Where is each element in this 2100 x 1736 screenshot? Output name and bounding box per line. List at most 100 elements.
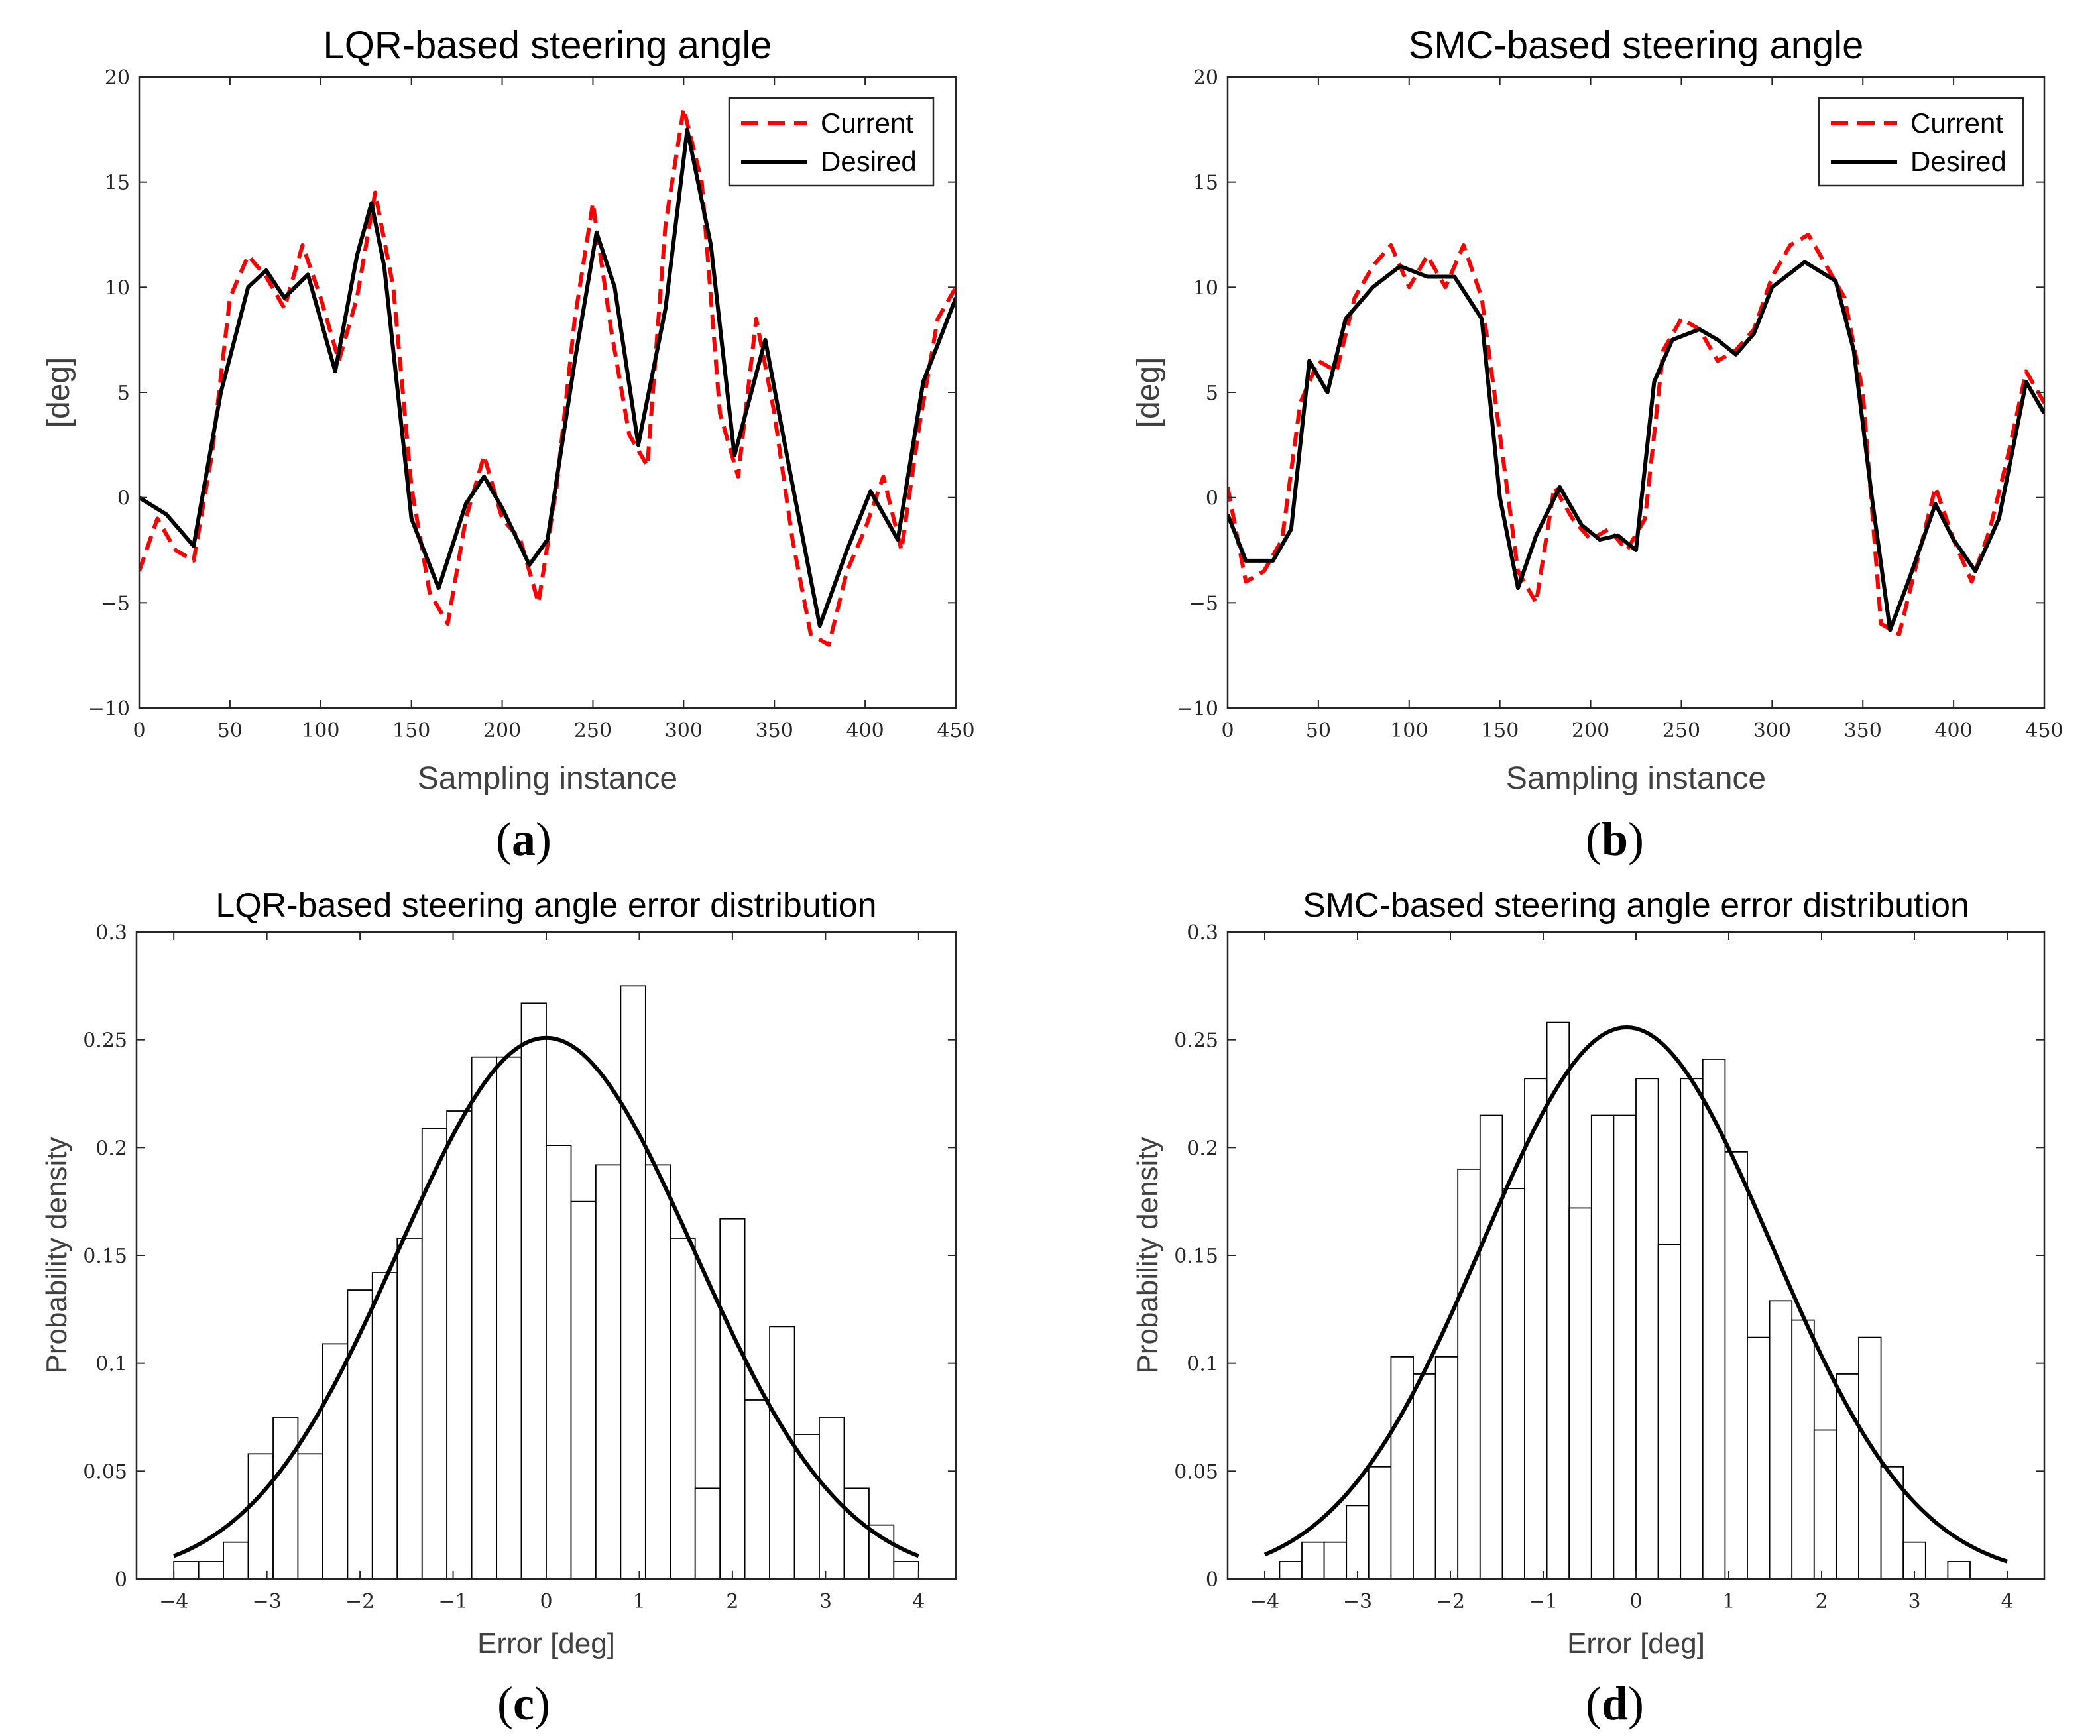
plot-content [1228,233,2044,636]
histogram-bar [1590,1114,1615,1579]
y-axis-label: Probability density [40,1137,73,1373]
series-desired-line [139,127,956,628]
y-tick-label: 20 [1193,66,1218,89]
x-tick-label: 3 [1908,1590,1920,1613]
x-tick-label: 400 [846,719,884,742]
y-tick-label: −10 [1177,697,1218,721]
histogram-bar [1434,1356,1459,1579]
x-tick-label: 1 [633,1590,646,1613]
histogram-bar [1568,1207,1592,1579]
histogram-bar [1368,1466,1392,1579]
histogram-bar [1747,1336,1771,1579]
histogram-bar [694,1487,721,1579]
histogram-bar [1413,1373,1436,1579]
x-axis-label: Sampling instance [418,761,677,796]
series-desired-line [1228,260,2044,632]
legend-current-label: Current [821,107,913,139]
y-tick-label: 0.2 [1187,1137,1218,1160]
histogram-bar [496,1056,522,1579]
legend-box [728,97,935,187]
histogram-bar [520,1002,547,1579]
x-tick-label: 4 [2001,1590,2013,1613]
y-tick-label: 15 [1193,172,1218,195]
y-axis-label: Probability density [1132,1137,1164,1373]
x-tick-label: 0 [1221,719,1234,742]
y-tick-label: 5 [1206,382,1218,405]
y-tick-label: 0.15 [83,1245,127,1268]
histogram-bar [595,1164,622,1579]
y-tick-label: 0.1 [1187,1353,1218,1376]
histogram-bar [744,1399,770,1579]
x-tick-label: 300 [1753,719,1791,742]
x-tick-label: 450 [937,719,974,742]
histogram-bar [1635,1078,1659,1579]
x-tick-label: 0 [133,719,145,742]
histogram-bar [446,1110,473,1579]
y-axis-label: [deg] [41,357,76,428]
legend-box [1818,97,2024,187]
y-tick-label: 10 [1193,276,1218,300]
histogram-bar [1457,1168,1481,1579]
y-tick-label: 0.3 [95,921,127,945]
x-tick-label: −2 [1436,1590,1465,1613]
histogram-bar [1791,1319,1815,1579]
y-tick-label: 0.25 [83,1029,127,1053]
x-tick-label: 450 [2025,719,2063,742]
panel-a-steering-lqr: LQR-based steering angle Sampling instan… [41,24,975,866]
x-tick-label: 2 [1815,1590,1828,1613]
histogram-bar [1390,1356,1414,1579]
x-tick-label: 350 [1844,719,1882,742]
histogram-bar [1769,1300,1793,1579]
x-tick-label: 1 [1722,1590,1735,1613]
histogram-bar [546,1145,572,1579]
histogram-bar [371,1272,398,1579]
x-tick-label: −2 [345,1590,375,1613]
histogram-bar [719,1218,746,1579]
histogram-bar [247,1453,274,1579]
x-tick-label: 100 [1390,719,1428,742]
histogram-bar [1724,1151,1748,1579]
histogram-bar [819,1417,845,1579]
histogram-bar [1613,1114,1637,1579]
histogram-bar [620,985,646,1579]
y-tick-label: 0.1 [95,1353,127,1376]
x-tick-label: 50 [217,719,243,742]
histogram-bar [1301,1541,1325,1579]
x-tick-label: 200 [1572,719,1609,742]
x-tick-label: 4 [912,1590,925,1613]
panel-d-error-dist-smc: SMC-based steering angle error distribut… [1132,886,2046,1730]
histogram-bar [644,1164,671,1579]
x-tick-label: 100 [302,719,339,742]
plot-area: −4 −3 −2 −1 0 1 2 3 4 0 0.05 0.1 0.15 0.2 0.25 0.3 [83,921,957,1613]
histogram-bar [272,1417,299,1579]
plot-content [139,106,956,647]
y-tick-label: 0.05 [1174,1460,1218,1483]
histogram-bar [1702,1059,1726,1579]
legend: Current Desired [1818,97,2024,187]
series-current-line [139,106,956,647]
x-tick-label: 250 [1662,719,1700,742]
y-tick-label: 0.15 [1174,1245,1218,1268]
y-tick-label: 0 [117,487,130,510]
panel-label: (c) [497,1677,550,1730]
x-tick-label: 350 [756,719,793,742]
histogram-bar [297,1453,323,1579]
chart-title: SMC-based steering angle [1409,24,1864,67]
histogram-bar [421,1128,448,1579]
histogram-bar [471,1056,498,1579]
panel-c-error-dist-lqr: LQR-based steering angle error distribut… [40,886,957,1730]
plot-area: −4 −3 −2 −1 0 1 2 3 4 0 0.05 0.1 0.15 0.2 0.25 0.3 [1174,921,2046,1613]
x-tick-label: 0 [1629,1590,1642,1613]
histogram-bar [1279,1561,1303,1579]
x-tick-label: −3 [253,1590,282,1613]
histogram-bar [1546,1021,1570,1579]
histogram-bar [670,1238,696,1579]
y-tick-label: 20 [105,66,130,89]
chart-title: SMC-based steering angle error distribut… [1303,886,1969,925]
x-tick-label: 50 [1306,719,1331,742]
legend-desired-label: Desired [821,146,917,177]
y-tick-label: 0 [115,1568,127,1591]
series-current-line [1228,233,2044,636]
x-tick-label: 400 [1934,719,1972,742]
y-tick-label: 0 [1206,1568,1218,1591]
